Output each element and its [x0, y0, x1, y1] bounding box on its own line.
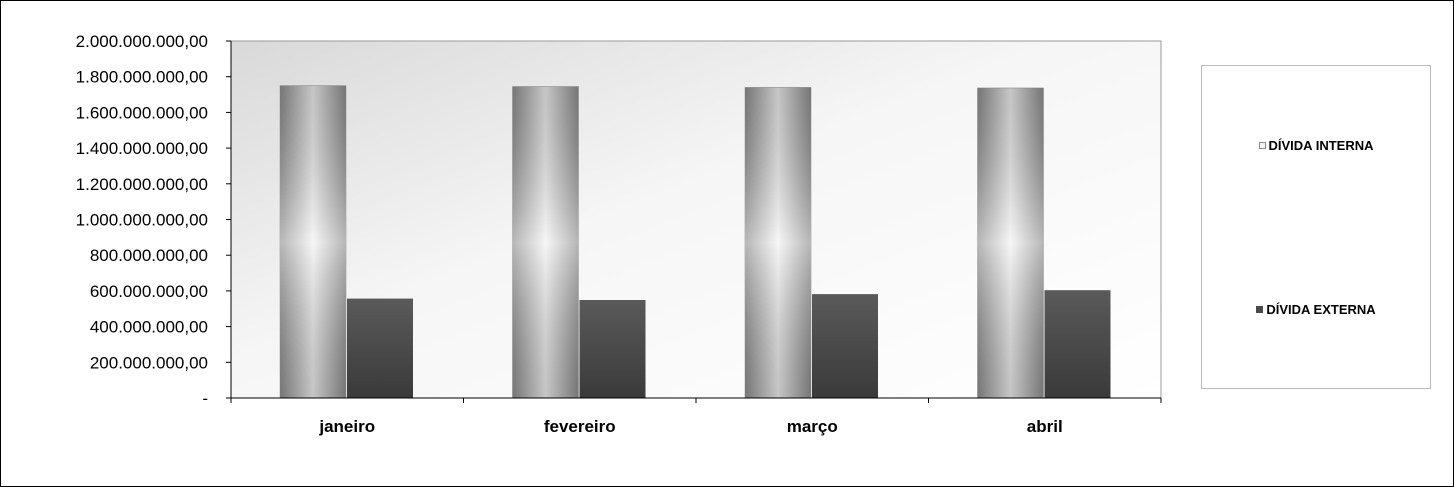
y-tick-label: 1.800.000.000,00: [76, 68, 208, 87]
legend: DÍVIDA INTERNA DÍVIDA EXTERNA: [1201, 65, 1431, 389]
legend-swatch-interna: [1258, 142, 1266, 149]
legend-label-interna: DÍVIDA INTERNA: [1268, 138, 1374, 153]
y-tick-label: 1.600.000.000,00: [76, 103, 208, 122]
bar-divida-externa: [812, 294, 878, 398]
legend-item-externa: DÍVIDA EXTERNA: [1202, 302, 1430, 317]
y-tick-label: 400.000.000,00: [90, 318, 208, 337]
y-tick-label: 1.200.000.000,00: [76, 175, 208, 194]
bar-divida-interna-shade: [280, 85, 346, 398]
y-tick-label: 1.000.000.000,00: [76, 211, 208, 230]
bar-chart: - 200.000.000,00 400.000.000,00 600.000.000…: [76, 32, 1162, 436]
legend-item-interna: DÍVIDA INTERNA: [1202, 138, 1430, 153]
y-tick-label: 1.400.000.000,00: [76, 139, 208, 158]
y-tick-label: 600.000.000,00: [90, 282, 208, 301]
legend-label-externa: DÍVIDA EXTERNA: [1266, 302, 1376, 317]
x-tick-label: fevereiro: [544, 417, 616, 436]
x-tick-label: janeiro: [318, 417, 375, 436]
legend-swatch-externa: [1256, 306, 1264, 313]
y-tick-label: -: [202, 389, 208, 408]
bar-divida-externa: [579, 300, 646, 398]
y-tick-label: 200.000.000,00: [90, 353, 208, 372]
bars-group: [279, 85, 1111, 399]
y-tick-label: 2.000.000.000,00: [76, 32, 208, 51]
bar-divida-externa: [347, 298, 413, 398]
y-axis: - 200.000.000,00 400.000.000,00 600.000.000…: [76, 32, 232, 408]
bar-divida-interna-shade: [512, 86, 579, 398]
bar-divida-interna-shade: [745, 87, 811, 398]
bar-divida-externa: [1044, 290, 1111, 398]
y-tick-label: 800.000.000,00: [90, 246, 208, 265]
bar-divida-interna-shade: [977, 87, 1044, 399]
x-tick-label: março: [787, 417, 838, 436]
x-tick-label: abril: [1027, 417, 1063, 436]
x-axis: janeiro fevereiro março abril: [230, 397, 1162, 436]
